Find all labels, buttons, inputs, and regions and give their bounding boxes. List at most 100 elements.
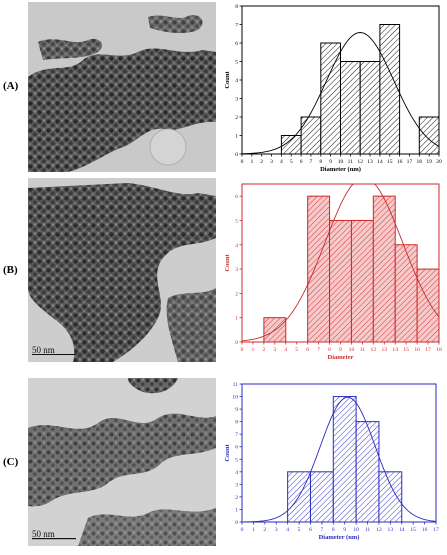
histogram-c-svg: 0 1 2 3 4 5 6 7 8 9 10 11 12 13 14 15 16 1701234567891011… <box>224 382 439 541</box>
x-tick-label: 13 <box>367 159 373 165</box>
x-tick-label: 12 <box>376 527 382 533</box>
y-tick-label: 1 <box>235 134 238 140</box>
x-tick-label: 6 <box>300 159 303 165</box>
x-tick-label: 14 <box>377 159 383 165</box>
x-tick-label: 16 <box>397 159 403 165</box>
x-tick-label: 5 <box>290 159 293 165</box>
x-tick-label: 7 <box>317 347 320 353</box>
x-tick-label: 15 <box>387 159 393 165</box>
x-tick-label: 11 <box>365 527 371 533</box>
x-tick-label: 3 <box>275 527 278 533</box>
x-tick-label: 5 <box>295 347 298 353</box>
histogram-bar <box>355 421 380 523</box>
histogram-bar <box>332 396 357 523</box>
x-tick-label: 10 <box>349 347 355 353</box>
panel-label-b: (B) <box>3 264 18 276</box>
scale-text-b: 50 nm <box>32 345 55 355</box>
x-tick-label: 9 <box>339 347 342 353</box>
y-tick-label: 8 <box>235 4 238 10</box>
x-tick-label: 10 <box>353 527 359 533</box>
x-tick-label: 13 <box>388 527 394 533</box>
x-tick-label: 9 <box>343 527 346 533</box>
panel-label-a: (A) <box>3 80 19 92</box>
histogram-bar <box>307 195 331 343</box>
y-tick-label: 5 <box>235 60 238 66</box>
y-tick-label: 3 <box>235 482 238 488</box>
x-tick-label: 11 <box>360 347 366 353</box>
x-tick-label: 12 <box>357 159 363 165</box>
y-tick-label: 8 <box>235 420 238 426</box>
histogram-bar <box>379 24 401 155</box>
x-tick-label: 4 <box>284 347 287 353</box>
histogram-bar <box>329 219 352 343</box>
x-tick-label: 4 <box>280 159 283 165</box>
micrograph-c <box>28 378 216 546</box>
x-tick-label: 0 <box>241 347 244 353</box>
y-axis-label: Count <box>224 443 231 461</box>
histogram-bar <box>340 61 361 155</box>
y-tick-label: 9 <box>235 407 238 413</box>
y-tick-label: 5 <box>235 457 238 463</box>
x-tick-label: 5 <box>298 527 301 533</box>
histogram-b: 0 1 2 3 4 5 6 7 8 9 10 11 12 13 14 15 16 17 18 0 1 2 3 4 5 6 Diame… <box>222 178 447 378</box>
x-tick-label: 11 <box>348 159 354 165</box>
x-tick-label: 16 <box>422 527 428 533</box>
micrograph-b <box>28 178 216 362</box>
scale-text-c: 50 nm <box>32 529 55 539</box>
y-tick-label: 1 <box>235 316 238 322</box>
histogram-bar <box>300 116 322 155</box>
panel-label-c: (C) <box>3 456 19 468</box>
x-tick-label: 8 <box>328 347 331 353</box>
x-tick-label: 13 <box>381 347 387 353</box>
y-tick-label: 6 <box>235 445 238 451</box>
x-tick-label: 8 <box>332 527 335 533</box>
x-tick-label: 18 <box>436 347 442 353</box>
micrograph-a <box>28 2 216 172</box>
x-tick-label: 15 <box>410 527 416 533</box>
x-tick-label: 1 <box>250 159 253 165</box>
histogram-a-svg: 0 1 2 3 4 5 6 7 8 9 10 11 12 13 14 15 16 17 18 19 2001234567… <box>224 4 442 173</box>
histogram-bar <box>359 61 381 155</box>
histogram-b-svg: 0 1 2 3 4 5 6 7 8 9 10 11 12 13 14 15 16 17 180123456Diame… <box>224 183 442 361</box>
y-tick-label: 3 <box>235 267 238 273</box>
x-tick-label: 15 <box>403 347 409 353</box>
x-tick-label: 16 <box>414 347 420 353</box>
x-tick-label: 4 <box>286 527 289 533</box>
y-tick-label: 10 <box>232 395 238 401</box>
y-axis-label: Count <box>224 253 231 271</box>
x-tick-label: 6 <box>309 527 312 533</box>
x-tick-label: 0 <box>241 159 244 165</box>
x-tick-label: 2 <box>262 347 265 353</box>
y-tick-label: 6 <box>235 194 238 200</box>
histogram-bar <box>372 195 396 343</box>
x-tick-label: 9 <box>329 159 332 165</box>
x-tick-label: 12 <box>371 347 377 353</box>
x-tick-label: 1 <box>252 527 255 533</box>
histogram-bar <box>394 244 418 343</box>
x-tick-label: 10 <box>338 159 344 165</box>
x-tick-label: 8 <box>319 159 322 165</box>
x-tick-label: 14 <box>392 347 398 353</box>
y-tick-label: 1 <box>235 507 238 513</box>
tem-image-c: 50 nm <box>28 378 216 546</box>
histogram-bar <box>320 42 342 155</box>
x-axis-label: Diameter (nm) <box>319 534 360 541</box>
y-tick-label: 11 <box>233 382 239 388</box>
x-tick-label: 0 <box>241 527 244 533</box>
gaussian-fit-line <box>241 32 440 155</box>
x-tick-label: 14 <box>399 527 405 533</box>
x-tick-label: 17 <box>425 347 431 353</box>
y-tick-label: 4 <box>235 243 238 249</box>
y-tick-label: 5 <box>235 218 238 224</box>
y-tick-label: 2 <box>235 291 238 297</box>
histogram-bar <box>378 471 403 523</box>
y-tick-label: 2 <box>235 115 238 121</box>
x-tick-label: 18 <box>417 159 423 165</box>
y-tick-label: 7 <box>235 432 238 438</box>
scale-bar-b <box>32 354 76 355</box>
y-tick-label: 7 <box>235 23 238 29</box>
y-tick-label: 0 <box>235 340 238 346</box>
x-tick-label: 2 <box>260 159 263 165</box>
x-tick-label: 3 <box>273 347 276 353</box>
gaussian-fit-line <box>241 396 437 523</box>
